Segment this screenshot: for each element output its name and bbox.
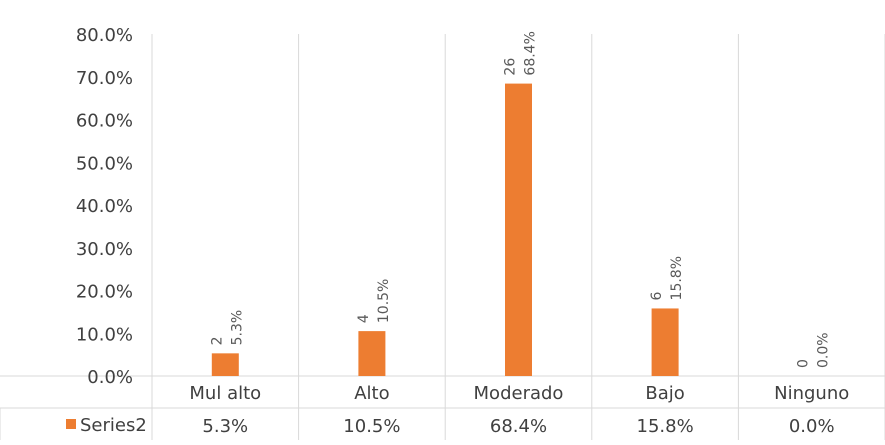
legend-swatch xyxy=(66,419,76,429)
data-labels: 2 5.3% 4 10.5% 26 68.4% 6 15.8% 0 0.0% xyxy=(209,31,831,368)
category-label: Moderado xyxy=(474,383,564,404)
data-label: 10.5% xyxy=(376,279,392,323)
data-label: 0.0% xyxy=(816,332,832,368)
y-tick-label: 10.0% xyxy=(76,324,133,345)
table-value: 68.4% xyxy=(490,416,547,437)
y-tick-label: 20.0% xyxy=(76,282,133,303)
data-label: 15.8% xyxy=(669,256,685,300)
grid-lines xyxy=(0,34,885,440)
data-label: 2 xyxy=(209,336,225,345)
category-label: Bajo xyxy=(645,383,684,404)
category-label: Alto xyxy=(354,383,389,404)
table-value: 5.3% xyxy=(202,416,248,437)
data-label: 5.3% xyxy=(229,310,245,346)
axis-labels: 80.0% 70.0% 60.0% 50.0% 40.0% 30.0% 20.0% 10.0%… xyxy=(76,25,133,388)
category-label: Ninguno xyxy=(774,383,849,404)
y-tick-label: 30.0% xyxy=(76,239,133,260)
data-label: 4 xyxy=(356,314,372,323)
table-value: 10.5% xyxy=(343,416,400,437)
table-value: 0.0% xyxy=(789,416,835,437)
bar xyxy=(358,331,386,376)
bar xyxy=(651,308,679,376)
bar xyxy=(505,83,532,376)
data-table: Mul alto 5.3% Alto 10.5% Moderado 68.4% Bajo 15… xyxy=(66,383,849,437)
y-tick-label: 80.0% xyxy=(76,25,133,46)
data-label: 6 xyxy=(649,291,665,300)
y-tick-label: 40.0% xyxy=(76,196,133,217)
data-label: 26 xyxy=(503,58,519,76)
bars xyxy=(211,83,679,376)
legend-series-name: Series2 xyxy=(80,415,147,436)
data-label: 68.4% xyxy=(523,31,539,75)
table-value: 15.8% xyxy=(637,416,694,437)
bar xyxy=(211,353,239,376)
y-tick-label: 50.0% xyxy=(76,153,133,174)
y-tick-label: 60.0% xyxy=(76,111,133,132)
y-tick-label: 70.0% xyxy=(76,68,133,89)
data-label: 0 xyxy=(796,359,812,368)
y-tick-label: 0.0% xyxy=(87,367,133,388)
category-label: Mul alto xyxy=(189,383,261,404)
